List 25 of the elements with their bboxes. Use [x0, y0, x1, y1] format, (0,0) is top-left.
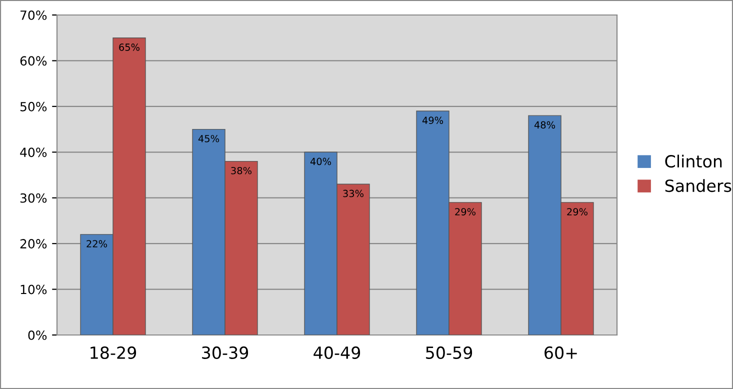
x-tick-label: 40-49: [314, 346, 360, 360]
data-label: 22%: [86, 240, 108, 248]
data-label: 45%: [198, 134, 220, 142]
y-tick-label: 40%: [20, 148, 47, 158]
y-tick-label: 60%: [20, 56, 47, 66]
y-tick-label: 50%: [20, 102, 47, 112]
data-label: 29%: [567, 208, 588, 216]
x-tick-label: 50-59: [426, 346, 472, 360]
data-label: 38%: [231, 166, 252, 174]
data-label: 29%: [455, 208, 476, 216]
data-label: 48%: [534, 121, 556, 129]
legend-label: Clinton: [665, 154, 722, 168]
y-tick-label: 10%: [20, 284, 47, 294]
data-label: 49%: [422, 116, 444, 124]
data-label: 65%: [119, 44, 140, 51]
y-tick-label: 30%: [20, 193, 47, 203]
x-tick-label: 60+: [544, 346, 577, 360]
y-tick-label: 70%: [20, 10, 47, 20]
y-tick-label: 0%: [28, 330, 47, 340]
x-tick-label: 18-29: [90, 346, 136, 360]
y-tick-label: 20%: [20, 239, 47, 248]
legend-label: Sanders: [665, 179, 732, 192]
data-label: 33%: [343, 190, 364, 198]
x-tick-label: 30-39: [202, 346, 248, 360]
data-label: 40%: [310, 158, 332, 166]
